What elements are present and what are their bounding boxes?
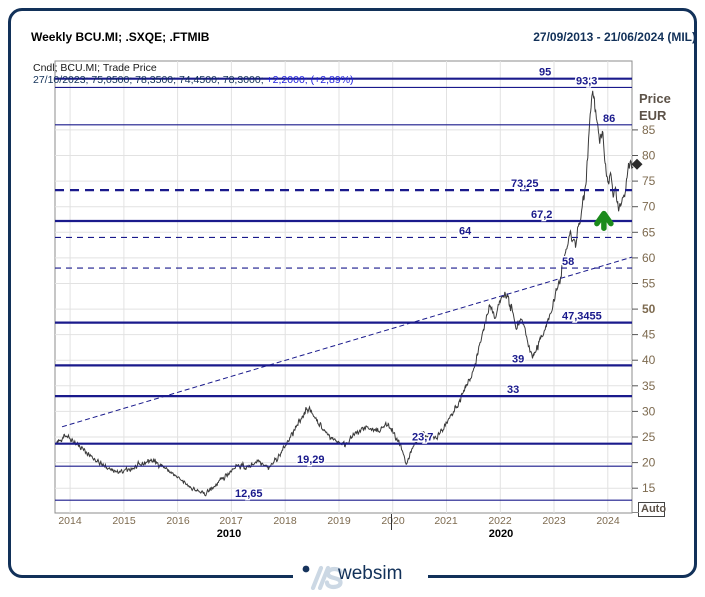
svg-text:25: 25 <box>642 430 656 444</box>
svg-text:70: 70 <box>642 200 656 214</box>
svg-text:35: 35 <box>642 379 656 393</box>
svg-text:93,3: 93,3 <box>576 75 597 87</box>
svg-text:85: 85 <box>642 123 656 137</box>
svg-text:47,3455: 47,3455 <box>562 311 602 323</box>
svg-text:75: 75 <box>642 174 656 188</box>
svg-text:40: 40 <box>642 353 656 367</box>
svg-text:58: 58 <box>562 256 574 268</box>
svg-text:80: 80 <box>642 149 656 163</box>
svg-text:45: 45 <box>642 328 656 342</box>
svg-text:12,65: 12,65 <box>235 488 263 500</box>
svg-text:39: 39 <box>512 353 524 365</box>
svg-text:30: 30 <box>642 404 656 418</box>
svg-text:50: 50 <box>642 302 656 316</box>
svg-text:95: 95 <box>539 67 551 79</box>
svg-text:64: 64 <box>459 225 472 237</box>
svg-text:15: 15 <box>642 481 656 495</box>
svg-text:19,29: 19,29 <box>297 454 325 466</box>
svg-text:86: 86 <box>603 113 615 125</box>
svg-text:60: 60 <box>642 251 656 265</box>
svg-text:33: 33 <box>507 384 519 396</box>
svg-text:20: 20 <box>642 456 656 470</box>
svg-text:73,25: 73,25 <box>511 178 539 190</box>
svg-text:65: 65 <box>642 225 656 239</box>
svg-text:67,2: 67,2 <box>531 209 552 221</box>
svg-text:55: 55 <box>642 277 656 291</box>
svg-text:23,7: 23,7 <box>412 432 433 444</box>
